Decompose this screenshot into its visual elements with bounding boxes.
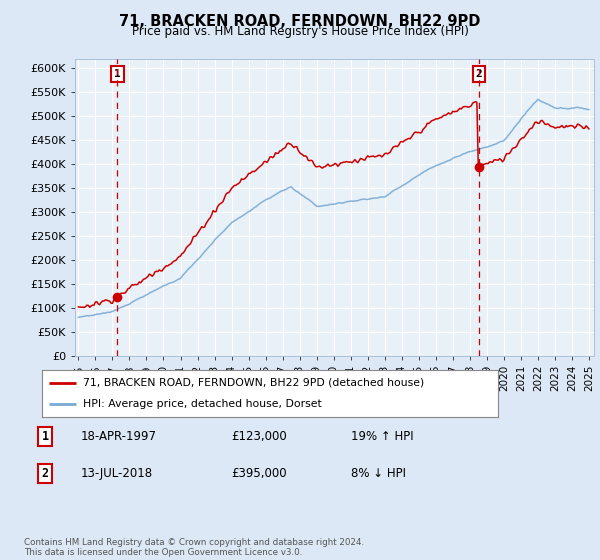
Text: 71, BRACKEN ROAD, FERNDOWN, BH22 9PD: 71, BRACKEN ROAD, FERNDOWN, BH22 9PD <box>119 14 481 29</box>
Text: Contains HM Land Registry data © Crown copyright and database right 2024.
This d: Contains HM Land Registry data © Crown c… <box>24 538 364 557</box>
Text: 19% ↑ HPI: 19% ↑ HPI <box>351 430 413 444</box>
Text: £395,000: £395,000 <box>231 466 287 480</box>
Text: Price paid vs. HM Land Registry's House Price Index (HPI): Price paid vs. HM Land Registry's House … <box>131 25 469 38</box>
Text: 8% ↓ HPI: 8% ↓ HPI <box>351 466 406 480</box>
Text: 1: 1 <box>41 430 49 444</box>
Text: 2: 2 <box>476 69 482 79</box>
Text: 1: 1 <box>114 69 121 79</box>
Text: 18-APR-1997: 18-APR-1997 <box>81 430 157 444</box>
Text: 71, BRACKEN ROAD, FERNDOWN, BH22 9PD (detached house): 71, BRACKEN ROAD, FERNDOWN, BH22 9PD (de… <box>83 378 424 388</box>
Text: £123,000: £123,000 <box>231 430 287 444</box>
Text: HPI: Average price, detached house, Dorset: HPI: Average price, detached house, Dors… <box>83 399 322 409</box>
Text: 2: 2 <box>41 466 49 480</box>
Text: 13-JUL-2018: 13-JUL-2018 <box>81 466 153 480</box>
